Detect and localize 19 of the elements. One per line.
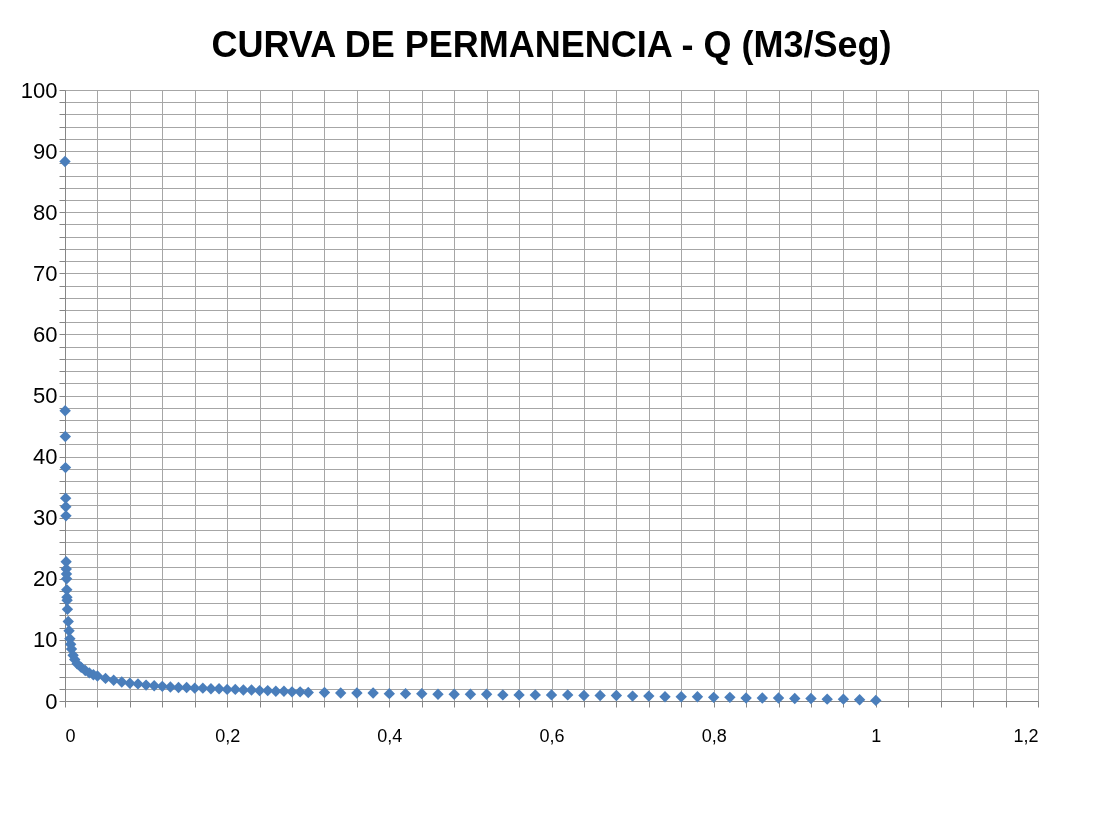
x-tick-label: 0,8 xyxy=(701,725,727,746)
x-tick-label: 0,6 xyxy=(539,725,565,746)
x-tick-label: 0,2 xyxy=(215,725,241,746)
y-tick-label: 20 xyxy=(33,566,58,592)
y-tick-label: 30 xyxy=(33,505,58,531)
x-tick-label: 1 xyxy=(871,725,882,746)
chart-title: CURVA DE PERMANENCIA - Q (M3/Seg) xyxy=(211,24,892,65)
y-tick-label: 50 xyxy=(33,383,58,408)
y-tick-label: 90 xyxy=(33,138,58,164)
x-tick-label: 0,4 xyxy=(377,725,403,746)
y-tick-label: 0 xyxy=(45,688,58,714)
y-tick-label: 10 xyxy=(33,627,58,653)
y-tick-label: 40 xyxy=(33,444,58,470)
x-tick-label: 1,2 xyxy=(1013,725,1039,746)
y-tick-label: 80 xyxy=(33,199,58,225)
y-tick-label: 70 xyxy=(33,260,58,286)
y-tick-label: 60 xyxy=(33,321,58,347)
y-tick-label: 100 xyxy=(20,77,58,103)
x-tick-label: 0 xyxy=(65,725,76,746)
